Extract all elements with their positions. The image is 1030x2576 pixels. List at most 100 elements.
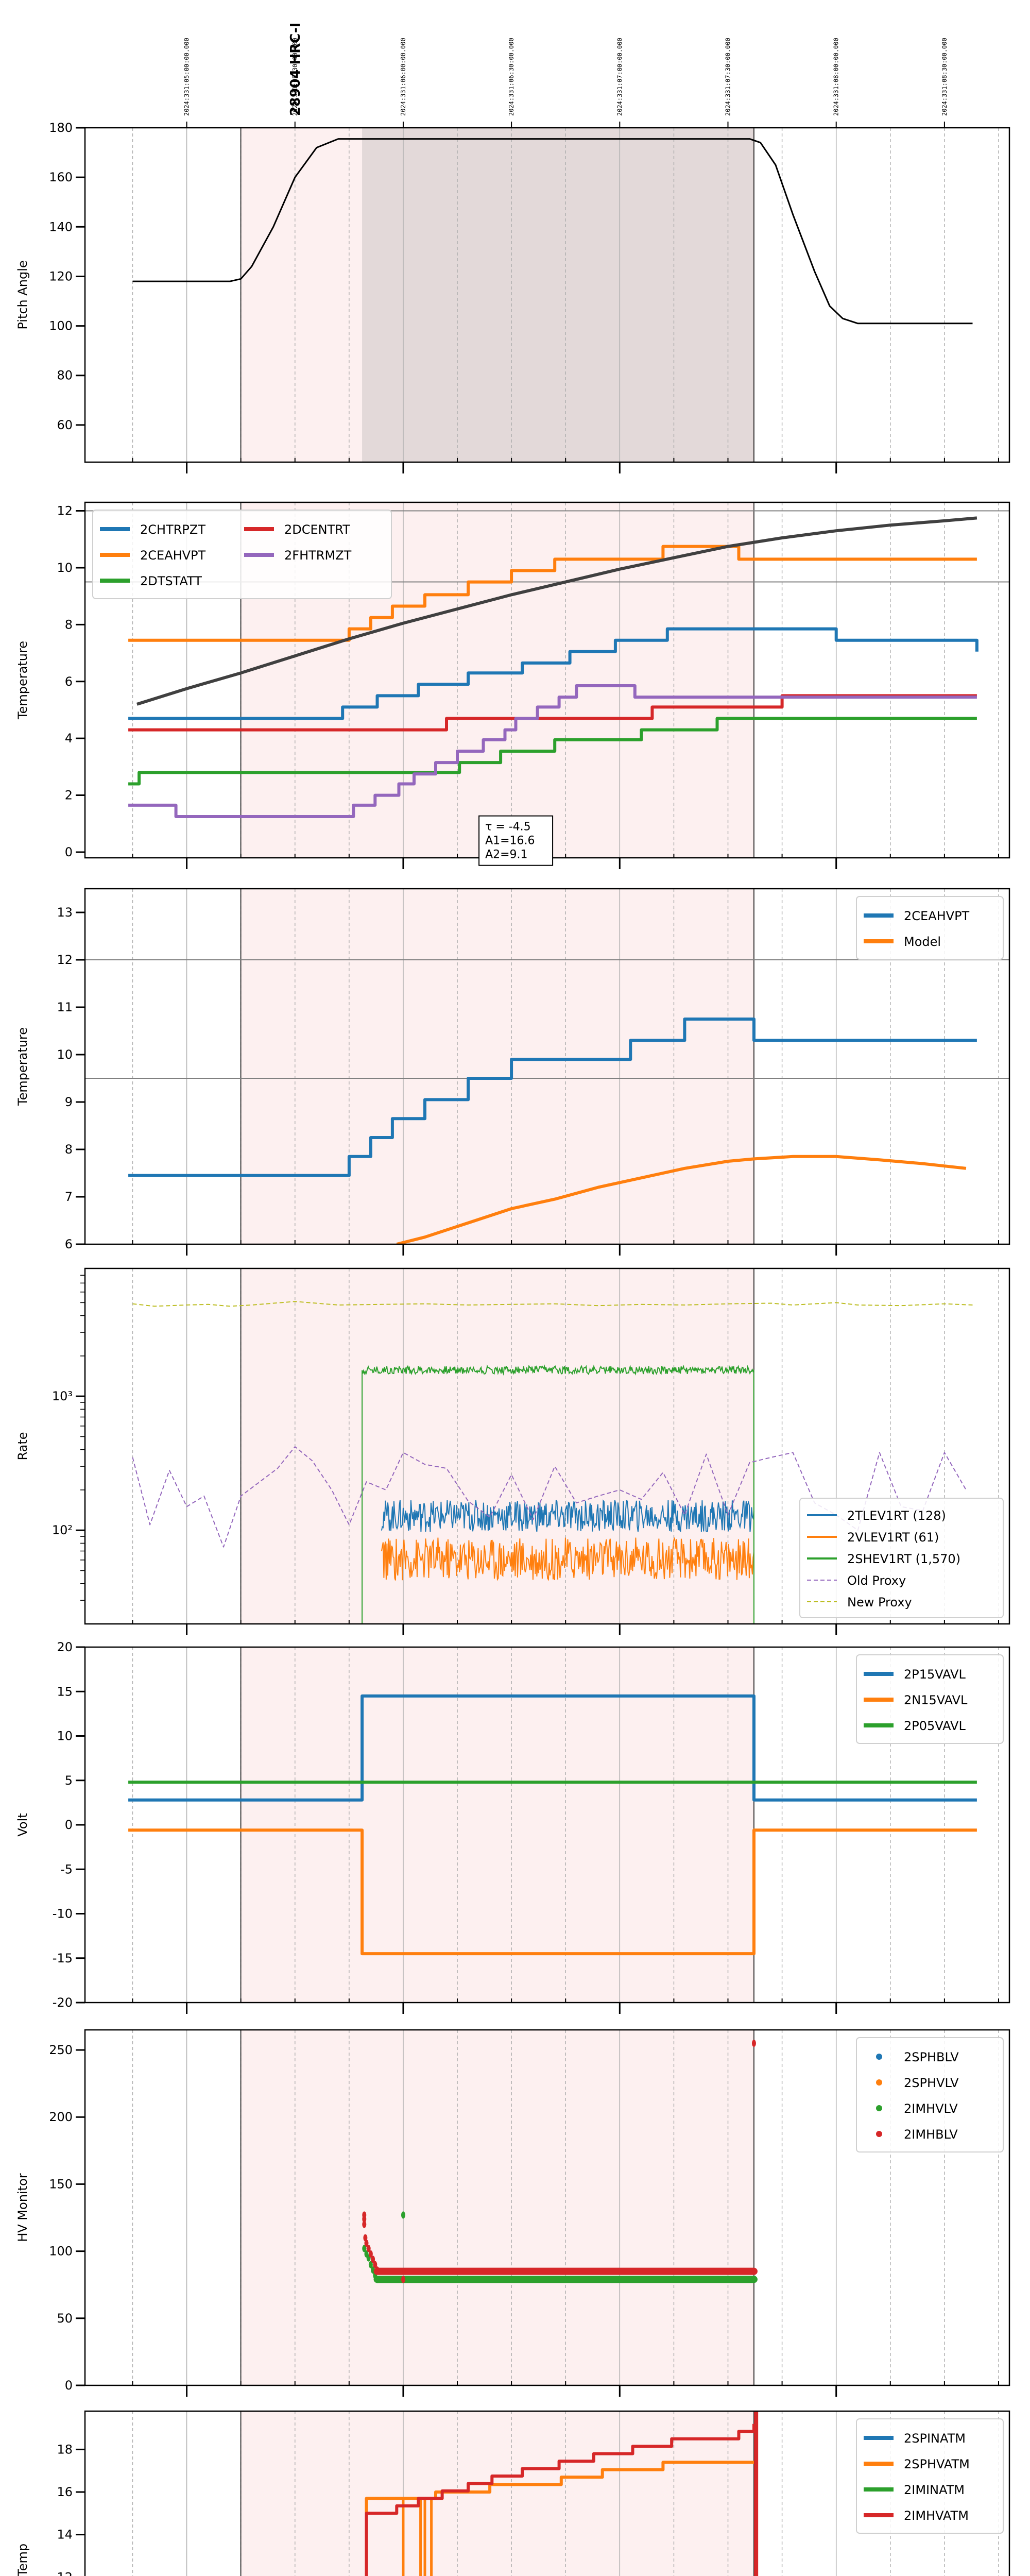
data-point — [366, 2245, 371, 2252]
fit-annotation-box — [478, 815, 554, 866]
plot-area — [85, 889, 1009, 1244]
legend-label: Old Proxy — [847, 1573, 906, 1588]
series-2p15vavl — [128, 1694, 977, 1802]
legend-label: 2P05VAVL — [904, 1719, 966, 1733]
y-tick-label: 0 — [65, 1818, 73, 1832]
legend-marker — [876, 2054, 882, 2060]
series-2imhvatm — [365, 2424, 756, 2576]
data-point — [373, 2261, 377, 2268]
plot-area — [132, 2030, 999, 2385]
axes-frame — [84, 888, 1010, 1245]
observation-shade — [241, 2411, 754, 2576]
panel-detector-temp: 4681012141618Detector Temp2SPINATM2SPHVA… — [15, 2410, 1010, 2576]
observation-shade — [241, 1647, 754, 2003]
legend-item: 2CEAHVPT — [100, 548, 206, 563]
series-2dtstatt — [128, 717, 977, 786]
top-time-label: 2024:331:06:00:00.000 — [400, 38, 407, 116]
plot-area — [132, 128, 999, 462]
y-tick-label: 80 — [57, 368, 73, 383]
legend-label: 2N15VAVL — [904, 1693, 968, 1707]
series-2ceahvpt — [128, 545, 977, 642]
axes-frame — [84, 2410, 1010, 2576]
axes-frame — [84, 1267, 1010, 1625]
y-axis-label: Detector Temp — [15, 2544, 30, 2576]
legend-item: 2SPINATM — [864, 2431, 966, 2446]
y-tick-label: 100 — [49, 319, 73, 333]
y-tick-label: 18 — [57, 2442, 73, 2456]
y-tick-label: 2 — [65, 788, 73, 803]
legend-item: New Proxy — [807, 1595, 912, 1609]
series-pitch — [132, 138, 973, 325]
legend-item: 2FHTRMZT — [244, 548, 352, 563]
legend-item: Model — [864, 935, 941, 949]
legend-item: 2P15VAVL — [864, 1667, 966, 1682]
panel-pitch: 60 80 100 120 140 160 180 Pitch Angle — [15, 121, 1010, 473]
legend-item: 2IMHVLV — [876, 2102, 958, 2116]
y-tick-label: 8 — [65, 617, 73, 632]
data-point — [368, 2261, 373, 2268]
y-tick-label: 7 — [65, 1190, 73, 1204]
legend-frame — [799, 1498, 1004, 1618]
data-point — [401, 2276, 405, 2283]
legend-item: 2TLEV1RT (128) — [807, 1509, 946, 1523]
legend-item: 2CEAHVPT — [864, 909, 970, 923]
y-tick-label: 140 — [49, 219, 73, 234]
legend-label: 2IMHVLV — [904, 2102, 958, 2116]
y-axis-label: HV Monitor — [15, 2173, 30, 2242]
top-time-label: 2024:331:07:30:00.000 — [725, 38, 732, 116]
y-tick-label: 250 — [49, 2043, 73, 2057]
top-time-label: 2024:331:08:30:00.000 — [941, 38, 948, 116]
y-tick-label: 6 — [65, 1237, 73, 1251]
legend-frame — [856, 2418, 1004, 2534]
fit-annotation-text: A2=9.1 — [485, 849, 527, 861]
panel-temperature-2: 6 7 8 9 10 11 12 13 Temperature 2CEAHVPT Model — [15, 888, 1010, 1256]
y-tick-label: 150 — [49, 2177, 73, 2191]
series-2ceahvpt — [128, 1018, 977, 1177]
legend-item: 2DCENTRT — [244, 522, 350, 537]
top-time-label: 2024:331:07:00:00.000 — [616, 38, 623, 116]
y-tick-label: 10 — [57, 561, 73, 575]
y-tick-label: 0 — [65, 845, 73, 859]
y-tick-label: 50 — [57, 2311, 73, 2326]
axes-frame — [84, 2029, 1010, 2386]
y-tick-label: -15 — [53, 1951, 73, 1965]
legend-item: 2CHTRPZT — [100, 522, 205, 537]
dwell-shade — [362, 128, 754, 462]
legend-item: 2SPHVLV — [876, 2076, 959, 2090]
fit-annotation-text: A1=16.6 — [485, 835, 535, 848]
legend-label: 2SPHBLV — [904, 2050, 959, 2064]
data-point — [401, 2211, 405, 2219]
legend-item: 2SPHVATM — [864, 2457, 970, 2471]
series-fit — [136, 516, 977, 706]
legend: 2CEAHVPT Model — [856, 896, 1004, 960]
series-2n15vavl — [128, 1828, 977, 1956]
y-tick-label: -10 — [53, 1907, 73, 1921]
observation-shade — [241, 889, 754, 1244]
legend-label: 2VLEV1RT (61) — [847, 1530, 939, 1545]
y-tick-label: 10 — [57, 1729, 73, 1743]
legend-marker — [876, 2131, 882, 2137]
data-point — [362, 2221, 367, 2228]
y-tick-label: 5 — [65, 1773, 73, 1788]
series-model — [396, 1155, 967, 1244]
plot-area — [132, 2411, 999, 2576]
y-tick-label: 10³ — [52, 1389, 73, 1403]
legend-item: 2IMHVATM — [864, 2509, 969, 2523]
y-tick-label: 120 — [49, 269, 73, 283]
legend-marker — [876, 2105, 882, 2111]
observation-shade — [241, 2030, 754, 2385]
y-tick-label: 0 — [65, 2378, 73, 2393]
series-2chtrpzt — [128, 627, 978, 720]
legend-label: 2SHEV1RT (1,570) — [847, 1552, 960, 1566]
legend-item: 2IMHBLV — [876, 2127, 958, 2142]
legend-label: 2FHTRMZT — [284, 548, 352, 563]
y-tick-label: 60 — [57, 418, 73, 432]
top-time-label: 2024:331:06:30:00.000 — [508, 38, 515, 116]
y-tick-label: 14 — [57, 2528, 73, 2542]
top-time-label: 2024:331:05:30:00.000 — [291, 38, 299, 116]
y-tick-label: 16 — [57, 2485, 73, 2499]
data-point — [362, 2245, 367, 2252]
y-tick-label: 8 — [65, 1142, 73, 1157]
y-tick-label: 200 — [49, 2110, 73, 2124]
